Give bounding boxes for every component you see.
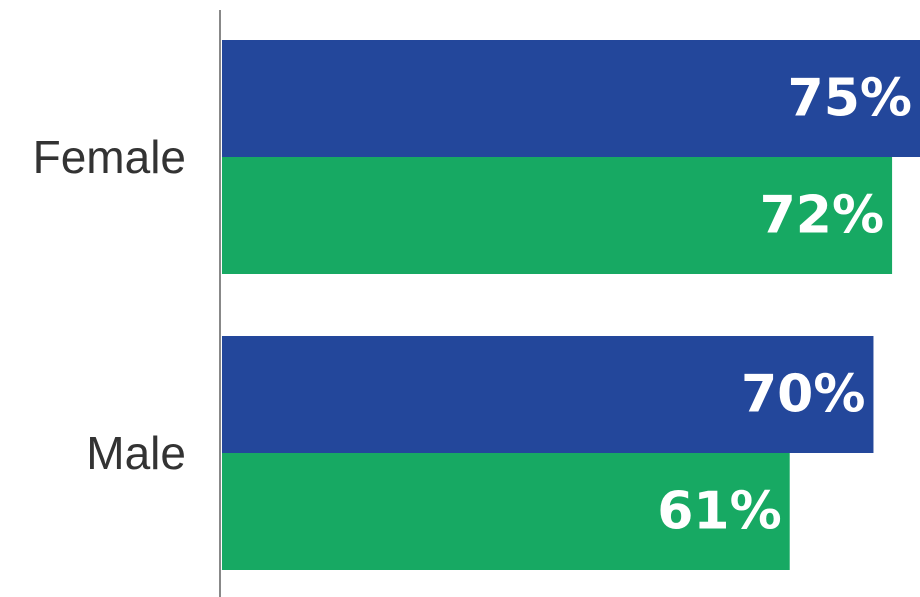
category-labels: Female Male — [33, 131, 186, 479]
bar-female-series-1 — [222, 40, 920, 157]
value-label-female-series-1: 75% — [788, 69, 912, 129]
value-label-female-series-2: 72% — [760, 186, 884, 246]
bar-female-series-2 — [222, 157, 893, 274]
category-label-male: Male — [86, 427, 186, 479]
bar-male-series-1 — [222, 336, 874, 453]
bars-layer — [222, 40, 920, 570]
labels-layer: 75% 72% 70% 61% — [657, 69, 912, 542]
value-label-male-series-2: 61% — [657, 482, 781, 542]
bar-male-series-2 — [222, 453, 790, 570]
value-label-male-series-1: 70% — [741, 365, 865, 425]
category-label-female: Female — [33, 131, 186, 183]
